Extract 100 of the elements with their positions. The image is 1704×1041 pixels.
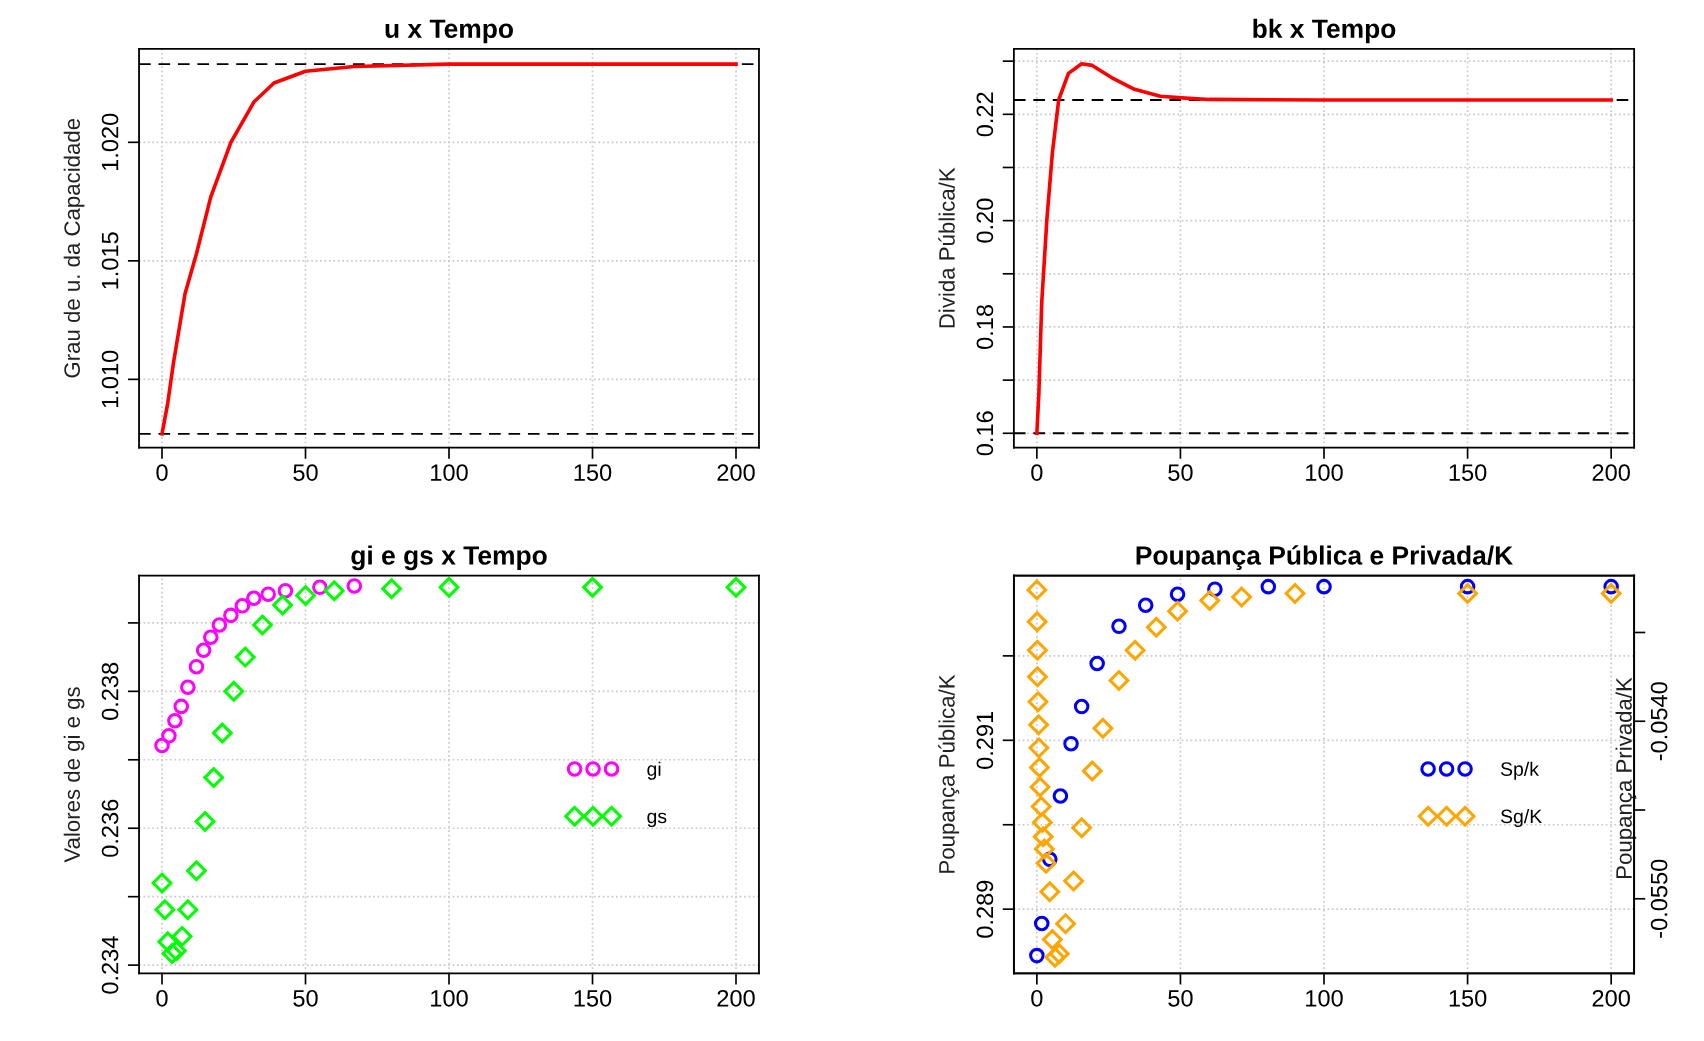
y-axis-title: Divida Pública/K (938, 167, 955, 328)
x-tick-label: 0 (156, 464, 168, 481)
x-tick-label: 200 (717, 989, 755, 1007)
y-axis-title: Poupança Pública/K (938, 674, 960, 873)
point (1063, 735, 1079, 752)
point (1600, 583, 1622, 604)
y-tick-label: 0.20 (976, 198, 994, 243)
point (725, 576, 747, 598)
x-tick-label: 150 (1449, 989, 1487, 1007)
point (260, 586, 276, 602)
y-tick-label: 0.16 (976, 411, 994, 456)
point (1029, 776, 1051, 798)
point (1081, 760, 1103, 782)
point (1032, 826, 1054, 848)
y-tick-label: 1.020 (101, 113, 119, 171)
point (1033, 915, 1050, 932)
y-tick-label: 1.015 (101, 232, 119, 289)
x-tick-label: 50 (1168, 989, 1193, 1007)
y-tick-label: 0.238 (101, 662, 119, 720)
point (1026, 579, 1048, 601)
point (1026, 611, 1048, 633)
point (223, 607, 239, 624)
point (186, 860, 207, 882)
point (151, 872, 173, 894)
y-tick-label: 0.18 (976, 305, 994, 350)
point (1030, 796, 1052, 817)
x-tick-label: 100 (1306, 989, 1343, 1007)
y-axis-title: Grau de u. da Capacidade (63, 118, 85, 378)
point (1063, 870, 1084, 892)
x-tick-label: 50 (1168, 464, 1193, 481)
point (234, 646, 256, 668)
point (272, 594, 293, 616)
y-tick-label: 0.234 (101, 936, 119, 994)
x-tick-label: 50 (293, 464, 318, 481)
x-tick-label: 50 (293, 989, 318, 1007)
chart-title: bk x Tempo (1253, 18, 1396, 44)
point (582, 576, 603, 598)
point (1169, 586, 1186, 603)
point (211, 722, 233, 744)
x-tick-label: 100 (431, 464, 468, 481)
point (1199, 590, 1221, 611)
legend-label: Sg/K (1500, 808, 1542, 828)
y2-tick-label: -0.0550 (1650, 859, 1668, 938)
point (203, 767, 225, 788)
point (1108, 670, 1130, 691)
point (1028, 737, 1050, 759)
x-tick-label: 0 (1031, 989, 1043, 1007)
point (188, 658, 205, 675)
point (154, 899, 176, 921)
point (177, 899, 199, 921)
point (1137, 597, 1154, 613)
point (223, 680, 245, 702)
y2-axis-title: Poupança Privada/K (1615, 677, 1637, 878)
point (1028, 714, 1049, 736)
x-tick-label: 100 (431, 989, 468, 1007)
line-series (1035, 62, 1613, 436)
point (154, 737, 170, 754)
point (295, 585, 316, 606)
legend-label: gs (647, 812, 667, 828)
x-tick-label: 150 (1449, 464, 1487, 481)
x-tick-label: 200 (1592, 464, 1630, 481)
point (173, 698, 190, 715)
point (1029, 947, 1045, 964)
point (323, 580, 345, 602)
legend-label: gi (647, 761, 661, 780)
point (346, 578, 363, 594)
point (234, 598, 251, 614)
point (194, 811, 216, 832)
point (1027, 639, 1048, 661)
point (1457, 583, 1478, 604)
point (1145, 616, 1167, 638)
point (1092, 717, 1114, 739)
y-tick-label: 0.236 (101, 799, 119, 857)
point (381, 578, 402, 600)
y-tick-label: 0.291 (976, 711, 994, 769)
x-tick-label: 100 (1306, 464, 1343, 481)
point (195, 642, 212, 659)
point (252, 614, 273, 636)
y2-tick-label: -0.0540 (1650, 682, 1668, 761)
x-tick-label: 200 (717, 464, 755, 481)
point (167, 712, 183, 729)
point (1035, 852, 1057, 874)
point (438, 576, 460, 598)
point (211, 617, 228, 633)
y-axis-title: Valores de gi e gs (63, 687, 85, 863)
point (1031, 812, 1053, 833)
legend-label: Sp/k (1500, 761, 1539, 780)
x-tick-label: 150 (574, 989, 612, 1007)
point (1027, 666, 1048, 688)
chart-title: Poupança Pública e Privada/K (1136, 545, 1513, 571)
chart-title: gi e gs x Tempo (351, 545, 547, 571)
x-tick-label: 0 (156, 989, 168, 1007)
y-tick-label: 1.010 (101, 350, 119, 408)
point (1316, 578, 1332, 595)
point (1167, 600, 1188, 622)
point (1052, 788, 1069, 804)
point (1055, 913, 1076, 934)
point (1033, 838, 1055, 860)
x-tick-label: 0 (1031, 464, 1043, 481)
x-tick-label: 150 (574, 464, 612, 481)
